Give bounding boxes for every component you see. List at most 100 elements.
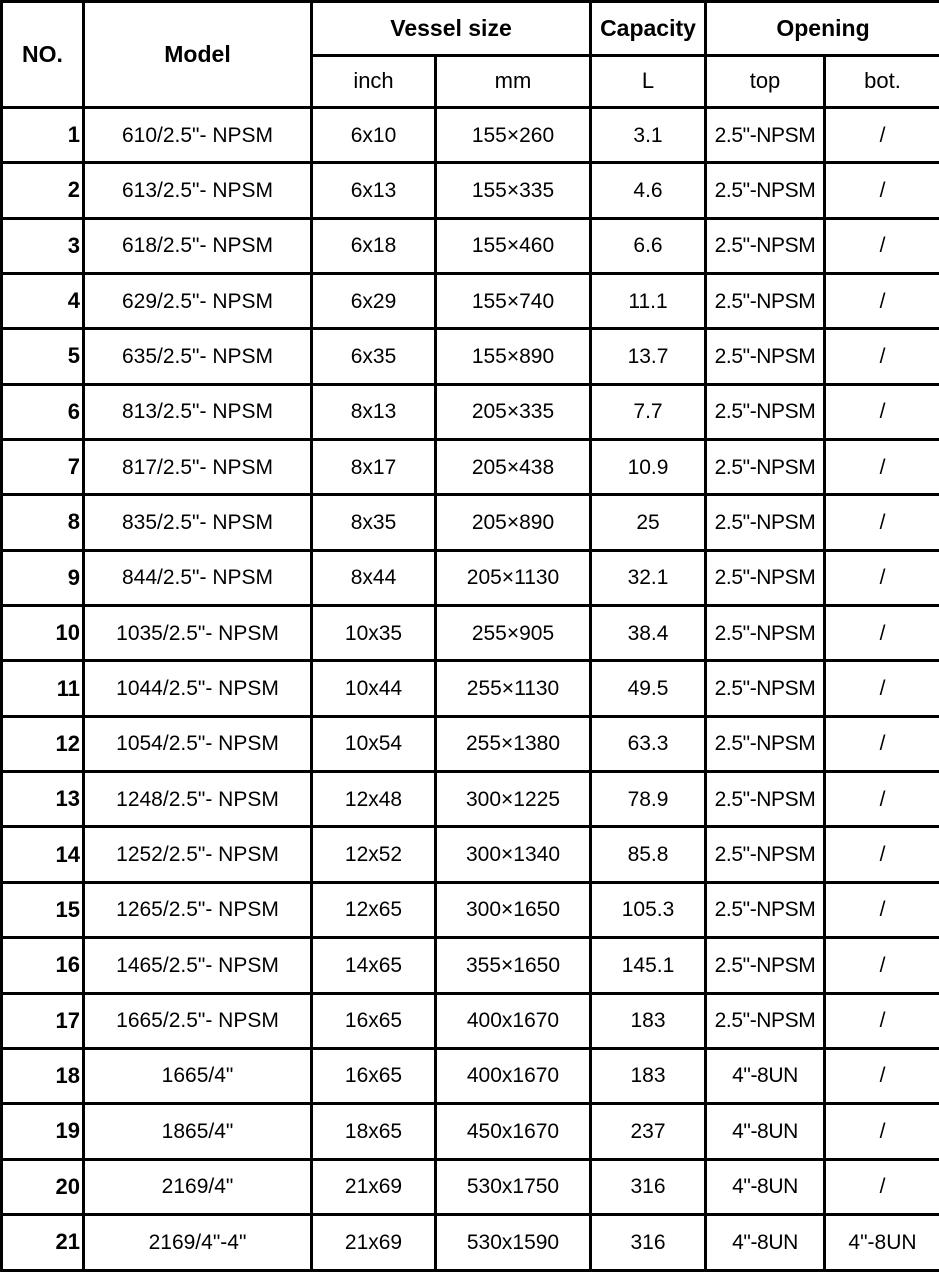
column-group-header-opening: Opening <box>706 2 939 56</box>
cell-model: 1044/2.5"- NPSM <box>84 661 312 716</box>
cell-opening-top: 2.5"-NPSM <box>706 772 825 827</box>
table-header-row-top: NO. Model Vessel size Capacity Opening <box>2 2 939 56</box>
cell-capacity: 38.4 <box>591 606 706 661</box>
cell-mm: 155×460 <box>436 218 591 273</box>
cell-opening-top: 2.5"-NPSM <box>706 163 825 218</box>
cell-mm: 450x1670 <box>436 1104 591 1159</box>
cell-model: 1248/2.5"- NPSM <box>84 772 312 827</box>
cell-model: 1265/2.5"- NPSM <box>84 882 312 937</box>
cell-mm: 300×1225 <box>436 772 591 827</box>
cell-model: 629/2.5"- NPSM <box>84 274 312 329</box>
cell-opening-top: 4"-8UN <box>706 1104 825 1159</box>
cell-inch: 21x69 <box>312 1214 436 1270</box>
cell-mm: 300×1650 <box>436 882 591 937</box>
cell-opening-bot: / <box>825 440 939 495</box>
cell-mm: 255×1380 <box>436 716 591 771</box>
column-header-liters: L <box>591 56 706 108</box>
cell-no: 4 <box>2 274 84 329</box>
cell-mm: 205×890 <box>436 495 591 550</box>
cell-model: 835/2.5"- NPSM <box>84 495 312 550</box>
cell-capacity: 6.6 <box>591 218 706 273</box>
column-header-inch: inch <box>312 56 436 108</box>
cell-no: 18 <box>2 1048 84 1103</box>
cell-model: 2169/4"-4" <box>84 1214 312 1270</box>
cell-model: 1465/2.5"- NPSM <box>84 938 312 993</box>
cell-inch: 14x65 <box>312 938 436 993</box>
cell-opening-top: 2.5"-NPSM <box>706 108 825 163</box>
cell-inch: 8x17 <box>312 440 436 495</box>
column-group-header-capacity: Capacity <box>591 2 706 56</box>
cell-no: 16 <box>2 938 84 993</box>
cell-capacity: 237 <box>591 1104 706 1159</box>
cell-opening-top: 2.5"-NPSM <box>706 882 825 937</box>
cell-opening-bot: 4"-8UN <box>825 1214 939 1270</box>
cell-mm: 255×905 <box>436 606 591 661</box>
cell-model: 1054/2.5"- NPSM <box>84 716 312 771</box>
cell-capacity: 4.6 <box>591 163 706 218</box>
cell-mm: 205×1130 <box>436 550 591 605</box>
cell-capacity: 316 <box>591 1159 706 1214</box>
cell-model: 817/2.5"- NPSM <box>84 440 312 495</box>
cell-inch: 12x65 <box>312 882 436 937</box>
cell-mm: 155×740 <box>436 274 591 329</box>
cell-mm: 205×335 <box>436 384 591 439</box>
cell-no: 20 <box>2 1159 84 1214</box>
cell-capacity: 10.9 <box>591 440 706 495</box>
cell-opening-bot: / <box>825 938 939 993</box>
cell-capacity: 183 <box>591 1048 706 1103</box>
cell-opening-top: 2.5"-NPSM <box>706 384 825 439</box>
cell-opening-top: 2.5"-NPSM <box>706 938 825 993</box>
cell-no: 21 <box>2 1214 84 1270</box>
cell-mm: 530x1750 <box>436 1159 591 1214</box>
cell-no: 8 <box>2 495 84 550</box>
cell-opening-bot: / <box>825 993 939 1048</box>
cell-model: 635/2.5"- NPSM <box>84 329 312 384</box>
cell-mm: 155×890 <box>436 329 591 384</box>
cell-no: 3 <box>2 218 84 273</box>
cell-opening-bot: / <box>825 495 939 550</box>
cell-model: 844/2.5"- NPSM <box>84 550 312 605</box>
cell-opening-top: 4"-8UN <box>706 1048 825 1103</box>
cell-no: 13 <box>2 772 84 827</box>
cell-opening-top: 2.5"-NPSM <box>706 661 825 716</box>
cell-opening-top: 2.5"-NPSM <box>706 495 825 550</box>
cell-no: 7 <box>2 440 84 495</box>
cell-opening-bot: / <box>825 274 939 329</box>
cell-mm: 300×1340 <box>436 827 591 882</box>
cell-inch: 6x10 <box>312 108 436 163</box>
cell-inch: 6x13 <box>312 163 436 218</box>
cell-opening-bot: / <box>825 606 939 661</box>
column-group-header-vessel-size: Vessel size <box>312 2 591 56</box>
cell-inch: 10x35 <box>312 606 436 661</box>
cell-model: 813/2.5"- NPSM <box>84 384 312 439</box>
cell-inch: 16x65 <box>312 1048 436 1103</box>
cell-no: 9 <box>2 550 84 605</box>
cell-inch: 21x69 <box>312 1159 436 1214</box>
cell-model: 610/2.5"- NPSM <box>84 108 312 163</box>
cell-mm: 255×1130 <box>436 661 591 716</box>
cell-model: 618/2.5"- NPSM <box>84 218 312 273</box>
cell-opening-bot: / <box>825 329 939 384</box>
cell-capacity: 11.1 <box>591 274 706 329</box>
cell-capacity: 145.1 <box>591 938 706 993</box>
cell-capacity: 3.1 <box>591 108 706 163</box>
cell-no: 14 <box>2 827 84 882</box>
cell-opening-bot: / <box>825 1104 939 1159</box>
cell-capacity: 49.5 <box>591 661 706 716</box>
cell-opening-top: 2.5"-NPSM <box>706 827 825 882</box>
cell-opening-bot: / <box>825 661 939 716</box>
